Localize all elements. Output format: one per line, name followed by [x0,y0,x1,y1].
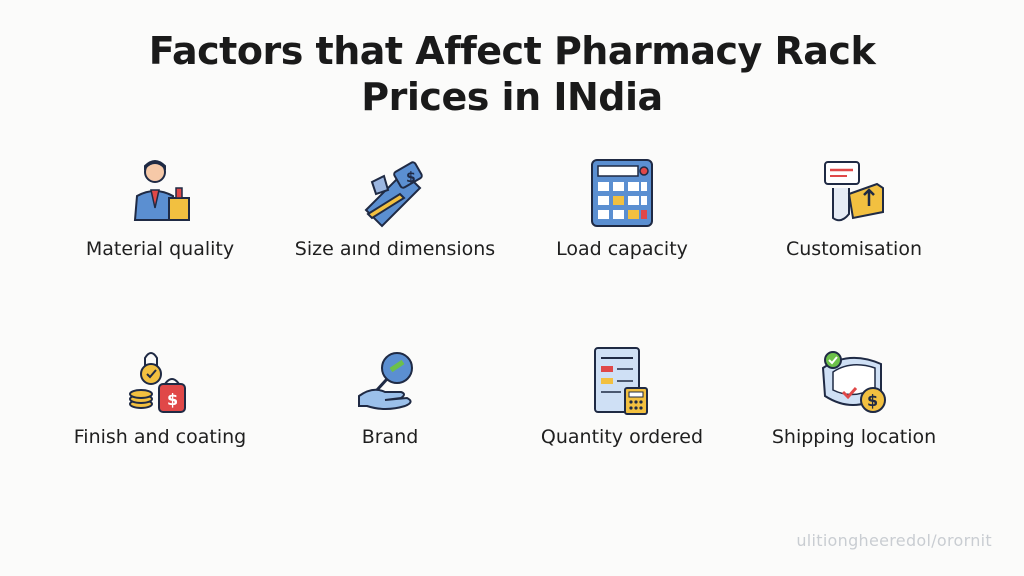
factor-load-capacity: Load capacity [512,158,732,260]
lock-coins-price-bag-icon: $ [129,352,186,413]
factor-finish-and-coating: $ Finish and coating [50,346,270,448]
svg-text:$: $ [406,170,416,186]
factor-quantity-ordered: Quantity ordered [512,346,732,448]
factor-label: Load capacity [556,238,688,260]
factor-label: Size aınd dimensions [294,238,496,260]
title-line-1: Factors that Affect Pharmacy Rack [148,29,876,73]
factor-material-quality: Material quality [50,158,270,260]
factor-label: Customisation [785,238,922,260]
factor-label: Shipping location [771,426,937,448]
order-sheet-calculator-icon [594,347,648,415]
watermark: ulitiongheeredol/orornit [796,531,992,550]
custom-order-tag-icon [824,161,884,222]
factor-label: Material quality [85,238,235,260]
factor-size-and-dimensions: $ Size aınd dimensions [285,158,505,260]
factor-shipping-location: $ Shipping location [744,346,964,448]
svg-text:$: $ [867,391,878,410]
business-person-icon [133,160,190,221]
package-dollar-check-icon: $ [821,351,886,413]
factor-brand: Brand [280,346,500,448]
hand-magnifier-icon [358,352,413,410]
factor-label: Finish and coating [73,426,247,448]
factor-customisation: Customisation [744,158,964,260]
factor-label: Brand [361,426,419,448]
factor-label: Quantity ordered [540,426,704,448]
measuring-pencil-price-tag-icon: $ [364,161,423,228]
svg-text:$: $ [167,390,178,409]
page-title: Factors that Affect Pharmacy Rack Prices… [0,28,1024,120]
calculator-icon [591,159,653,227]
title-line-2: Prices in INdia [361,75,663,119]
